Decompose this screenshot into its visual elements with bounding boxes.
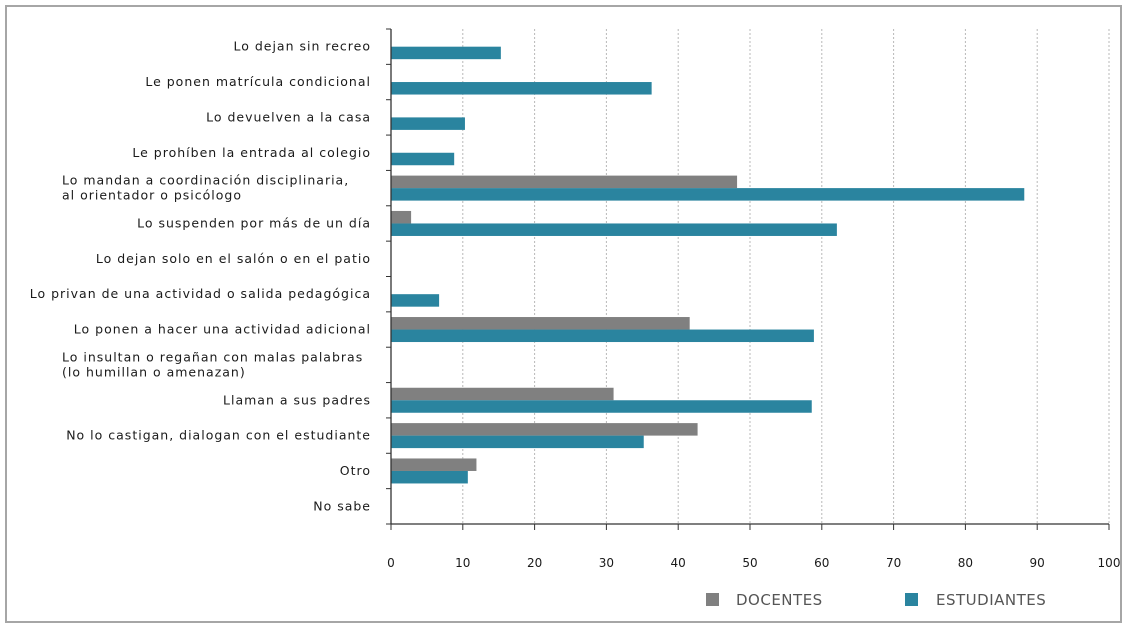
- category-label: Lo privan de una actividad o salida peda…: [30, 286, 371, 301]
- legend-swatch-estudiantes: [905, 593, 918, 606]
- category-label: No lo castigan, dialogan con el estudian…: [66, 428, 371, 443]
- x-tick-label: 80: [958, 556, 973, 570]
- x-tick-label: 70: [886, 556, 901, 570]
- category-labels: Lo dejan sin recreo Le ponen matrícula co…: [30, 39, 371, 514]
- bar-estudiantes: [391, 400, 812, 413]
- bar-estudiantes: [391, 82, 652, 95]
- legend-label-estudiantes: ESTUDIANTES: [936, 591, 1046, 609]
- category-label: No sabe: [313, 498, 371, 513]
- x-tick-label: 60: [814, 556, 829, 570]
- bar-docentes: [391, 175, 738, 189]
- bar-docentes: [391, 210, 412, 224]
- legend: DOCENTES ESTUDIANTES: [706, 591, 1046, 609]
- bar-docentes: [391, 387, 614, 401]
- bars: [391, 46, 1025, 484]
- category-label: Lo ponen a hacer una actividad adicional: [74, 322, 371, 337]
- bar-estudiantes: [391, 470, 468, 484]
- category-label: Lo mandan a coordinación disciplinaria,: [62, 173, 349, 188]
- bar-estudiantes: [391, 294, 440, 307]
- category-label: Le ponen matrícula condicional: [145, 74, 371, 89]
- x-tick-label: 0: [387, 556, 395, 570]
- bar-docentes: [391, 458, 477, 471]
- category-label: Lo suspenden por más de un día: [137, 215, 371, 230]
- category-label: Llaman a sus padres: [223, 392, 371, 407]
- x-tick-label: 90: [1030, 556, 1045, 570]
- category-label: Lo insultan o regañan con malas palabras: [62, 349, 363, 364]
- legend-label-docentes: DOCENTES: [736, 591, 823, 609]
- x-tick-label: 30: [599, 556, 614, 570]
- bar-estudiantes: [391, 188, 1025, 201]
- bar-estudiantes: [391, 152, 455, 166]
- bar-docentes: [391, 423, 698, 436]
- bar-estudiantes: [391, 46, 501, 60]
- category-label: Le prohíben la entrada al colegio: [132, 145, 371, 160]
- category-label: al orientador o psicólogo: [62, 188, 242, 203]
- x-tick-label: 40: [671, 556, 686, 570]
- category-label: (lo humillan o amenazan): [62, 364, 246, 379]
- chart-border: [5, 5, 1122, 623]
- category-label: Otro: [340, 463, 371, 478]
- legend-swatch-docentes: [706, 593, 719, 606]
- tick-labels: 0 10 20 30 40 50 60 70 80 90 100: [387, 556, 1120, 570]
- x-tick-label: 50: [742, 556, 757, 570]
- category-label: Lo dejan solo en el salón o en el patio: [96, 251, 371, 266]
- bar-docentes: [391, 317, 690, 330]
- category-label: Lo devuelven a la casa: [206, 109, 371, 124]
- category-label: Lo dejan sin recreo: [233, 39, 371, 54]
- x-tick-label: 20: [527, 556, 542, 570]
- x-tick-label: 100: [1098, 556, 1121, 570]
- x-tick-label: 10: [455, 556, 470, 570]
- bar-estudiantes: [391, 117, 465, 130]
- bar-estudiantes: [391, 329, 814, 343]
- axes: [386, 28, 1110, 530]
- bar-estudiantes: [391, 223, 837, 236]
- bar-estudiantes: [391, 435, 644, 449]
